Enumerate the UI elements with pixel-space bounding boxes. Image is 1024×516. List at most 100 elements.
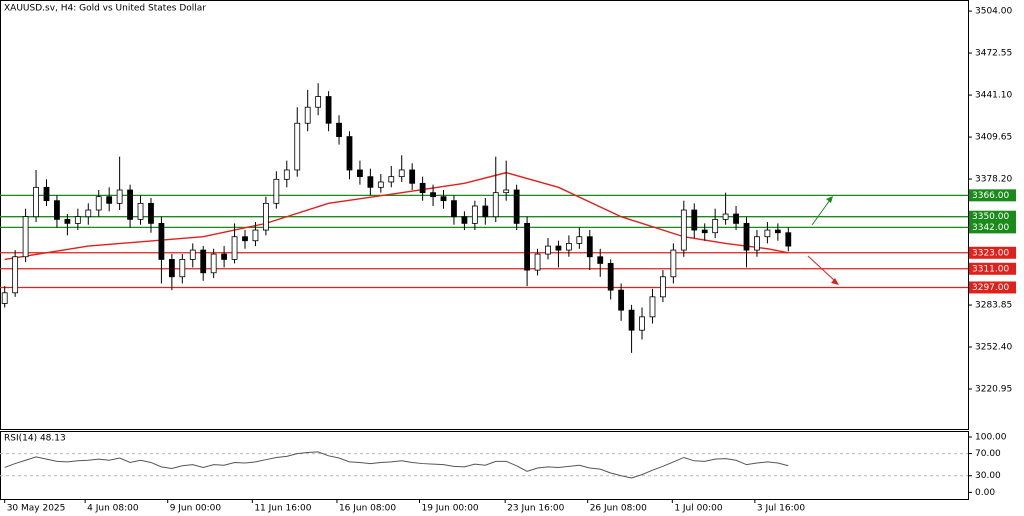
candle-body bbox=[179, 259, 186, 278]
candle-body bbox=[377, 181, 384, 188]
x-tick-label: 23 Jun 16:00 bbox=[507, 504, 564, 514]
candle-body bbox=[701, 229, 708, 234]
candle-body bbox=[294, 122, 301, 171]
candle-body bbox=[565, 243, 572, 251]
candle-body bbox=[419, 182, 426, 194]
candle-body bbox=[158, 222, 165, 260]
candle-body bbox=[252, 229, 259, 242]
candle-body bbox=[440, 196, 447, 202]
x-tick-label: 11 Jun 16:00 bbox=[254, 504, 311, 514]
candle-body bbox=[1, 292, 8, 304]
candle-body bbox=[545, 245, 551, 255]
candle-body bbox=[43, 186, 50, 202]
candle-body bbox=[357, 169, 363, 178]
candle-body bbox=[210, 253, 217, 274]
candle-body bbox=[660, 276, 666, 298]
level-label: 3366.00 bbox=[972, 191, 1009, 201]
rsi-tick-label: 70.00 bbox=[975, 449, 1001, 459]
candle-body bbox=[283, 169, 290, 180]
candle-body bbox=[315, 96, 322, 108]
level-tag bbox=[969, 210, 1016, 223]
candle-body bbox=[492, 192, 499, 218]
y-tick-label: 3504.00 bbox=[975, 7, 1012, 17]
candle-body bbox=[221, 253, 228, 260]
rsi-label: RSI(14) 48.13 bbox=[4, 434, 66, 444]
candle-body bbox=[451, 200, 457, 218]
level-tag bbox=[969, 221, 1016, 234]
candle-body bbox=[503, 189, 510, 194]
candle-body bbox=[64, 218, 71, 224]
candle-body bbox=[555, 245, 562, 251]
candle-body bbox=[388, 176, 395, 183]
candle-body bbox=[231, 236, 238, 260]
candle-body bbox=[116, 189, 123, 204]
candle-body bbox=[743, 222, 750, 251]
level-label: 3311.00 bbox=[972, 264, 1009, 274]
y-tick-label: 3252.40 bbox=[975, 343, 1012, 353]
candle-body bbox=[273, 178, 280, 204]
rsi-tick-label: 0.00 bbox=[975, 488, 995, 498]
x-tick-label: 19 Jun 00:00 bbox=[421, 504, 478, 514]
up-arrow bbox=[811, 196, 833, 226]
level-label: 3323.00 bbox=[972, 248, 1009, 258]
candle-body bbox=[95, 196, 102, 211]
chart-title: XAUUSD.sv, H4: Gold vs United States Dol… bbox=[4, 4, 206, 14]
candle-body bbox=[534, 253, 541, 271]
candle-body bbox=[461, 216, 468, 224]
candle-body bbox=[33, 186, 39, 218]
candle-body bbox=[785, 232, 792, 247]
candle-body bbox=[774, 229, 781, 234]
candle-body bbox=[513, 189, 520, 224]
candle-body bbox=[524, 222, 530, 271]
x-tick-label: 9 Jun 00:00 bbox=[170, 504, 222, 514]
candle-body bbox=[336, 122, 342, 137]
candle-body bbox=[137, 202, 144, 220]
y-tick-label: 3283.85 bbox=[975, 301, 1012, 311]
candle-body bbox=[304, 106, 311, 124]
candle-body bbox=[471, 205, 478, 224]
candle-body bbox=[764, 229, 771, 238]
candle-body bbox=[168, 259, 175, 278]
candle-body bbox=[189, 249, 196, 260]
candle-body bbox=[54, 200, 60, 220]
y-tick-label: 3409.65 bbox=[975, 133, 1012, 143]
candle-body bbox=[607, 263, 614, 291]
candle-body bbox=[325, 96, 332, 124]
x-tick-label: 4 Jun 08:00 bbox=[87, 504, 139, 514]
x-tick-label: 3 Jul 16:00 bbox=[757, 504, 806, 514]
y-tick-label: 3378.20 bbox=[975, 175, 1012, 185]
candle-body bbox=[722, 213, 729, 220]
main-pane-frame bbox=[0, 0, 969, 430]
rsi-line bbox=[4, 451, 789, 479]
candle-body bbox=[127, 189, 133, 220]
candle-body bbox=[22, 216, 29, 258]
level-tag bbox=[969, 246, 1016, 259]
candle-body bbox=[639, 316, 645, 331]
candle-body bbox=[649, 296, 656, 318]
rsi-tick-label: 30.00 bbox=[975, 471, 1001, 481]
candle-body bbox=[430, 192, 436, 198]
level-label: 3342.00 bbox=[972, 223, 1009, 233]
candle-body bbox=[597, 256, 604, 264]
candle-body bbox=[691, 209, 698, 231]
candle-body bbox=[106, 196, 113, 204]
candle-body bbox=[398, 169, 405, 178]
x-tick-label: 16 Jun 08:00 bbox=[339, 504, 396, 514]
level-label: 3297.00 bbox=[972, 283, 1009, 293]
candle-body bbox=[628, 309, 635, 331]
rsi-pane-frame bbox=[0, 431, 969, 500]
x-tick-label: 1 Jul 00:00 bbox=[674, 504, 723, 514]
moving-average bbox=[4, 171, 789, 261]
candle-body bbox=[618, 289, 625, 311]
candle-body bbox=[409, 169, 416, 184]
y-tick-label: 3472.55 bbox=[975, 49, 1012, 59]
rsi-tick-label: 100.00 bbox=[975, 432, 1007, 442]
candle-body bbox=[754, 236, 760, 251]
candle-body bbox=[85, 209, 92, 218]
level-tag bbox=[969, 262, 1016, 275]
candle-body bbox=[74, 216, 81, 224]
candle-body bbox=[586, 236, 593, 258]
candle-body bbox=[367, 176, 374, 188]
level-label: 3350.00 bbox=[972, 212, 1009, 222]
candle-body bbox=[200, 249, 207, 274]
